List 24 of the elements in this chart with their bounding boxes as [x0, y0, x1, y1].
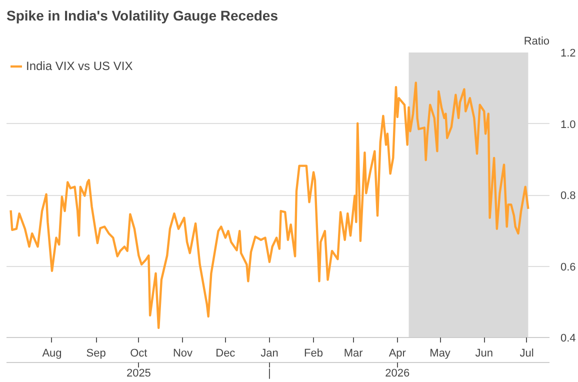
x-tick-label: Oct — [130, 348, 148, 360]
x-tick-label: Sep — [86, 348, 106, 360]
x-tick-label: Nov — [172, 348, 194, 360]
y-tick-label: 1.0 — [560, 118, 576, 131]
x-tick-label: Jun — [475, 348, 493, 360]
text: 2025 — [126, 368, 151, 380]
x-tick-label: Dec — [216, 348, 236, 360]
y-axis-title: Ratio — [524, 36, 550, 48]
x-tick-label: Mar — [344, 348, 364, 360]
x-tick-label: Jul — [520, 348, 534, 360]
chart-title: Spike in India's Volatility Gauge Recedes — [6, 8, 278, 24]
legend-label: India VIX vs US VIX — [26, 59, 133, 73]
x-tick-label: Feb — [304, 348, 324, 360]
x-tick-label: Apr — [388, 348, 406, 360]
x-tick-label: May — [430, 348, 451, 360]
y-tick-label: 0.8 — [560, 190, 576, 202]
x-tick-label: Aug — [42, 348, 62, 360]
text: | — [268, 368, 271, 380]
line-series — [10, 82, 530, 329]
x-tick-label: Jan — [260, 348, 278, 360]
y-tick-label: 1.2 — [560, 48, 576, 60]
y-tick-label: 0.4 — [560, 332, 576, 344]
text: 2026 — [385, 368, 410, 380]
y-tick-label: 0.6 — [560, 261, 576, 274]
